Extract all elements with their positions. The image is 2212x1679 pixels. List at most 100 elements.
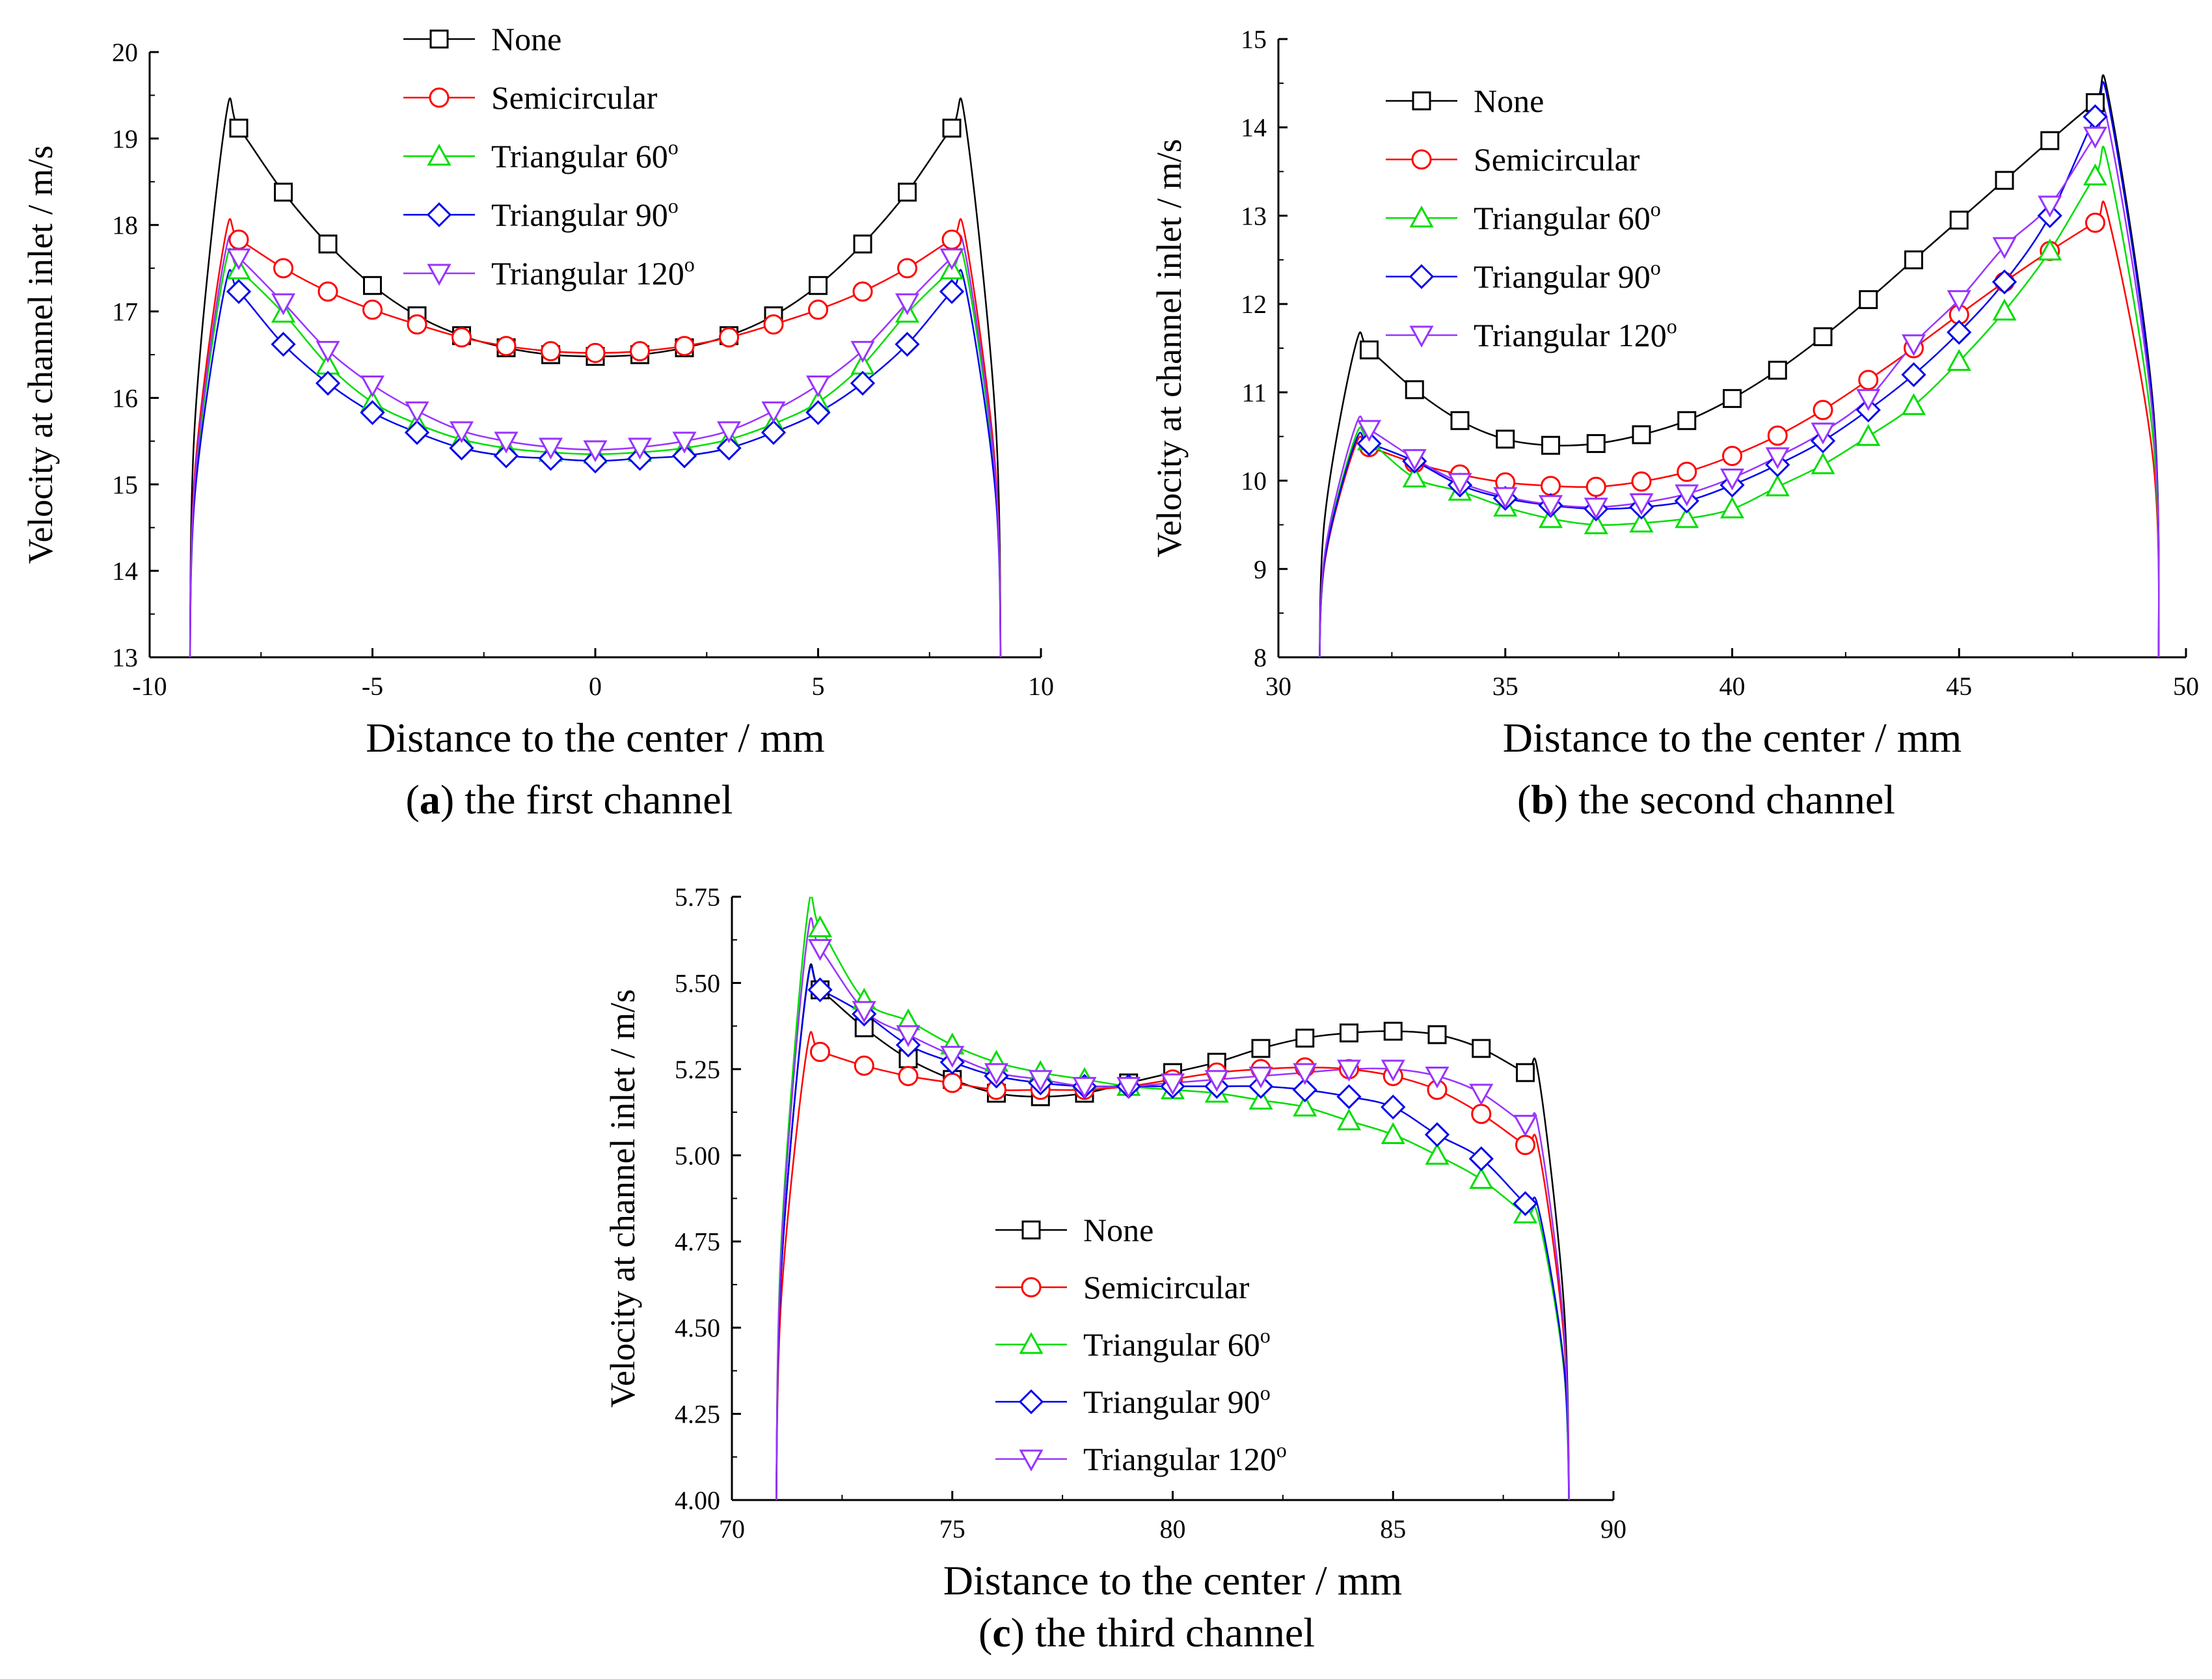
y-axis-label: Velocity at channel inlet / m/s [21, 145, 60, 564]
x-tick-label: 75 [939, 1514, 965, 1544]
data-point [449, 435, 474, 461]
legend-marker-semicircular [1411, 149, 1432, 170]
series-markers-triangular-120 [807, 938, 1538, 1137]
y-tick-label: 19 [112, 124, 138, 154]
data-point [897, 258, 917, 279]
legend-marker-triangular-120 [1409, 325, 1434, 348]
x-tick-label: 50 [2173, 672, 2199, 701]
data-point [1859, 290, 1878, 309]
series-markers-none [1360, 93, 2105, 455]
data-point [2083, 126, 2108, 149]
legend-marker-triangular-120 [427, 264, 452, 286]
data-point [1381, 1122, 1405, 1145]
legend-label: Triangular 60o [1474, 197, 1661, 236]
legend-marker-triangular-90 [1018, 1389, 1044, 1415]
legend-label: None [1474, 83, 1544, 119]
data-point [1632, 425, 1651, 444]
legend-marker-semicircular [429, 87, 450, 108]
chart-panel-b: 30 35 40 45 50 8 9 10 11 12 13 14 15 Distance to the … [1150, 25, 2199, 823]
series-markers-triangular-120 [1356, 126, 2108, 520]
data-point [1448, 472, 1472, 495]
series-line-triangular-120 [776, 917, 1570, 1500]
data-point [1723, 389, 1742, 408]
data-point [2038, 195, 2062, 218]
data-point [1493, 487, 1518, 510]
series-curves [1319, 74, 2160, 657]
y-tick-label: 4.00 [675, 1486, 720, 1515]
data-point [1629, 510, 1654, 533]
y-tick-label: 11 [1241, 378, 1267, 407]
data-point [496, 336, 517, 357]
data-point [898, 1065, 919, 1086]
data-point [1160, 1073, 1185, 1096]
data-point [1515, 1134, 1535, 1155]
data-point [1381, 1059, 1405, 1082]
data-point [1813, 400, 1833, 420]
legend-degree-sup: o [1260, 1324, 1271, 1347]
data-point [807, 915, 833, 938]
y-axis-label: Velocity at channel inlet / m/s [1150, 139, 1189, 557]
data-point [1360, 340, 1379, 360]
legend-label: Semicircular [1474, 141, 1640, 178]
data-point [1949, 210, 1969, 230]
y-tick-label: 4.50 [675, 1313, 720, 1343]
y-tick-label: 5.00 [675, 1141, 720, 1170]
data-point [1858, 370, 1879, 390]
data-point [363, 276, 382, 295]
data-point [1381, 1095, 1406, 1120]
caption-text: ) the third channel [1011, 1609, 1315, 1656]
data-point [895, 331, 920, 357]
data-point [2086, 93, 2105, 113]
data-point [895, 293, 920, 316]
legend-label: Triangular 90o [1083, 1381, 1271, 1420]
data-point [941, 229, 962, 250]
legend-marker-triangular-120 [1019, 1449, 1044, 1472]
x-axis-label: Distance to the center / mm [366, 715, 825, 761]
data-point [1251, 1039, 1271, 1058]
data-point [449, 421, 474, 444]
data-point [2085, 212, 2105, 233]
data-point [671, 443, 697, 469]
legend-marker-semicircular [1021, 1277, 1042, 1298]
data-point [672, 431, 697, 454]
data-point [630, 341, 650, 362]
data-point [1513, 1115, 1538, 1137]
data-point [1336, 1059, 1362, 1082]
legend-marker-triangular-90 [1409, 264, 1435, 290]
legend-marker-triangular-60 [427, 143, 452, 166]
legend: None Semicircular Triangular 60o Triangular… [1386, 83, 1677, 353]
data-point [627, 437, 653, 460]
legend-marker-none [1021, 1220, 1041, 1240]
y-tick-label: 16 [112, 383, 138, 413]
data-point [1336, 1108, 1362, 1130]
caption-text: ) the first channel [440, 776, 733, 823]
legend-label: Triangular 120o [491, 253, 695, 292]
data-point [850, 340, 875, 363]
data-point [494, 431, 519, 454]
data-point [1856, 424, 1881, 446]
data-point [1424, 1122, 1450, 1147]
data-point [274, 182, 293, 202]
legend-marker-none [429, 29, 449, 49]
legend-marker-triangular-90 [426, 202, 452, 228]
data-point [1405, 380, 1424, 400]
x-axis-label: Distance to the center / mm [1503, 715, 1962, 761]
caption-letter: b [1531, 776, 1554, 823]
data-point [852, 1001, 876, 1023]
data-point [1295, 1028, 1315, 1048]
data-point [1469, 1084, 1494, 1106]
y-tick-label: 14 [1241, 113, 1267, 143]
chart-panel-a: -10 -5 0 5 10 13 14 15 16 17 18 19 20 Distance to the… [21, 21, 1054, 823]
series-line-none [189, 97, 1002, 657]
y-tick-label: 9 [1254, 554, 1267, 584]
data-point [317, 281, 338, 302]
legend-label: None [491, 21, 561, 57]
data-point [1471, 1104, 1492, 1125]
data-point [807, 977, 833, 1003]
data-point [716, 435, 742, 461]
x-axis-label: Distance to the center / mm [943, 1557, 1403, 1604]
data-point [1901, 334, 1926, 357]
data-point [538, 437, 563, 460]
legend-label: Triangular 120o [1474, 314, 1677, 353]
